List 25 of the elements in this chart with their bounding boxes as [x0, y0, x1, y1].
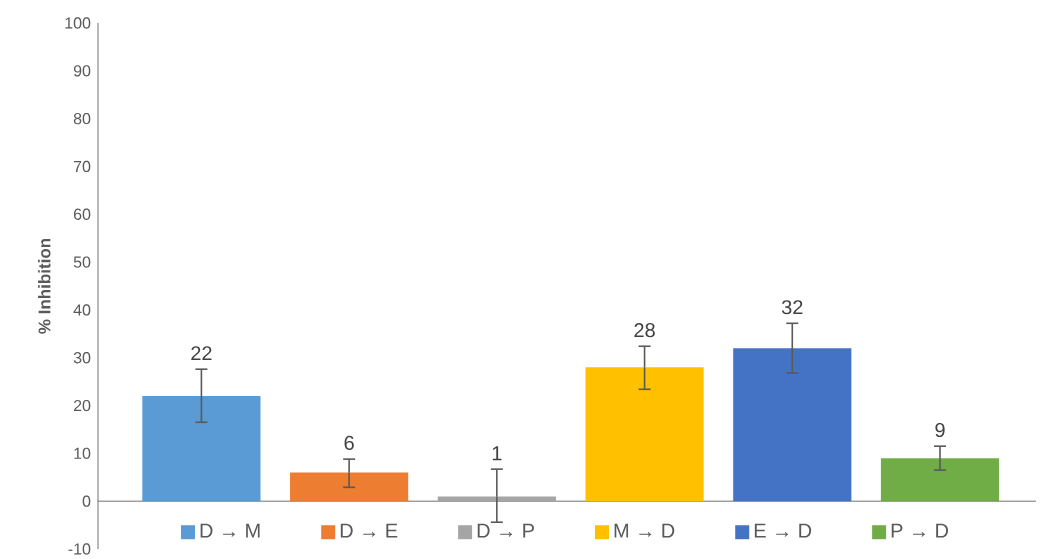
y-tick-label: 60	[73, 208, 91, 220]
legend-label: D → M	[200, 523, 260, 538]
y-tick-label: 30	[73, 352, 91, 364]
y-tick-label: 10	[74, 447, 91, 460]
y-tick-label: 70	[73, 160, 91, 173]
legend-label: P → D	[891, 523, 949, 538]
data-label: 22	[191, 346, 212, 361]
legend-label: D → E	[340, 523, 398, 538]
data-label: 28	[634, 323, 655, 338]
legend-label: M → D	[614, 523, 675, 538]
y-tick-label: -10	[68, 543, 91, 555]
data-label: 9	[935, 422, 945, 438]
y-tick-label: 100	[65, 17, 91, 29]
y-tick-label: 20	[73, 399, 91, 412]
legend-label: D → P	[477, 523, 534, 538]
y-tick-label: 90	[73, 65, 91, 77]
y-tick-label: 80	[73, 112, 91, 125]
y-axis-title: % Inhibition	[38, 238, 51, 334]
data-label: 32	[781, 300, 803, 315]
legend-label: E → D	[754, 523, 812, 538]
y-tick-label: 50	[73, 256, 91, 268]
y-tick-label: 0	[82, 495, 91, 507]
y-tick-label: 40	[73, 304, 91, 316]
data-label: 1	[492, 446, 502, 461]
data-label: 6	[344, 435, 354, 451]
